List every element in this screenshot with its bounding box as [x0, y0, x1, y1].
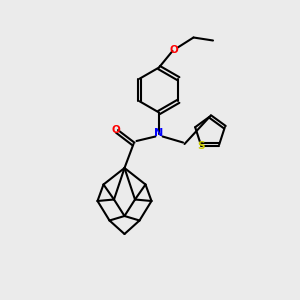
Text: S: S [197, 141, 205, 151]
Text: N: N [154, 128, 164, 139]
Text: O: O [169, 45, 178, 56]
Text: O: O [111, 125, 120, 135]
